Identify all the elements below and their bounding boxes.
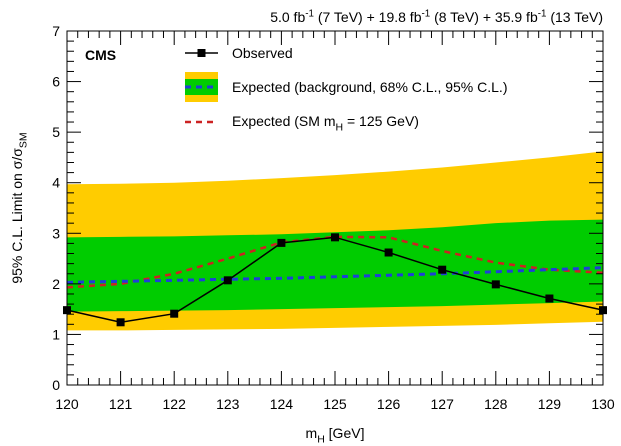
text-part: [GeV]	[325, 425, 365, 441]
legend-label: Observed	[232, 45, 293, 61]
legend-label: Expected (background, 68% C.L., 95% C.L.…	[232, 79, 507, 95]
x-tick-label: 128	[484, 396, 508, 412]
marker	[116, 318, 125, 327]
x-tick-label: 130	[591, 396, 615, 412]
legend-marker	[197, 49, 206, 57]
y-tick-label: 4	[52, 175, 60, 191]
y-tick-label: 1	[52, 326, 60, 342]
y-tick-label: 6	[52, 74, 60, 90]
y-tick-label: 0	[52, 377, 60, 393]
x-tick-label: 124	[270, 396, 294, 412]
marker	[277, 238, 286, 247]
marker	[170, 309, 179, 318]
x-tick-label: 122	[163, 396, 187, 412]
y-axis-label: 95% C.L. Limit on σ/σSM	[9, 132, 30, 283]
text-part: m	[306, 425, 318, 441]
marker	[331, 233, 339, 242]
script-part: -1	[305, 8, 314, 19]
text-part: Expected (SM m	[232, 113, 335, 129]
x-tick-label: 123	[216, 396, 240, 412]
x-tick-label: 127	[431, 396, 455, 412]
series-line	[66, 235, 604, 289]
series-line	[66, 266, 604, 284]
lumi-label: 5.0 fb-1 (7 TeV) + 19.8 fb-1 (8 TeV) + 3…	[270, 8, 603, 25]
script-part: H	[335, 122, 343, 134]
text-part: (13 TeV)	[546, 9, 603, 25]
x-axis-label: mH [GeV]	[306, 425, 365, 446]
text-part: = 125 GeV)	[343, 113, 419, 129]
script-part: -1	[538, 8, 547, 19]
x-tick-label: 120	[55, 396, 79, 412]
x-tick-label: 121	[109, 396, 133, 412]
marker	[438, 265, 447, 274]
y-tick-label: 3	[52, 225, 60, 241]
script-part: H	[317, 434, 325, 446]
text-part: (7 TeV) + 19.8 fb	[314, 9, 422, 25]
marker	[545, 294, 554, 303]
x-tick-label: 125	[323, 396, 347, 412]
y-tick-label: 7	[52, 23, 60, 39]
text-part: 5.0 fb	[270, 9, 305, 25]
band-68	[67, 219, 603, 312]
marker	[223, 276, 232, 285]
script-part: -1	[421, 8, 430, 19]
marker	[384, 248, 393, 257]
text-part: 95% C.L. Limit on σ/σ	[9, 148, 25, 284]
marker	[491, 280, 500, 289]
x-tick-label: 129	[538, 396, 562, 412]
y-tick-label: 2	[52, 276, 60, 292]
experiment-label: CMS	[85, 47, 116, 63]
text-part: (8 TeV) + 35.9 fb	[430, 9, 538, 25]
script-part: SM	[18, 132, 30, 148]
legend-label: Expected (SM mH = 125 GeV)	[232, 113, 419, 134]
x-tick-label: 126	[377, 396, 401, 412]
y-tick-label: 5	[52, 124, 60, 140]
